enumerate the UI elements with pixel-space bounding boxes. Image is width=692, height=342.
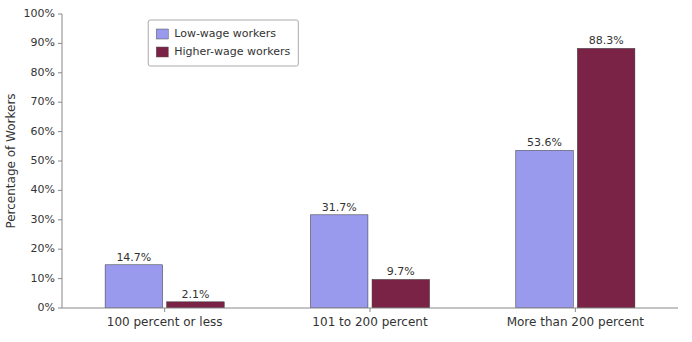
data-label: 53.6%	[527, 136, 562, 149]
x-tick	[164, 308, 165, 312]
bar	[167, 302, 224, 308]
y-tick-label: 0%	[38, 301, 55, 314]
x-tick-label: More than 200 percent	[507, 315, 645, 329]
bar	[372, 279, 429, 308]
y-tick-label: 100%	[24, 7, 55, 20]
legend-label: Low-wage workers	[174, 27, 276, 40]
legend-frame	[148, 20, 298, 66]
y-tick	[58, 161, 62, 162]
data-label: 9.7%	[387, 265, 415, 278]
bar	[310, 215, 367, 308]
y-tick	[58, 278, 62, 279]
data-label: 2.1%	[181, 288, 209, 301]
x-tick	[575, 308, 576, 312]
y-tick	[58, 219, 62, 220]
x-axis: 100 percent or less 101 to 200 percent Mor…	[107, 308, 645, 329]
bar	[105, 265, 162, 308]
y-tick	[58, 43, 62, 44]
y-tick	[58, 308, 62, 309]
y-tick	[58, 249, 62, 250]
y-tick-label: 20%	[31, 242, 55, 255]
y-tick-label: 90%	[31, 36, 55, 49]
legend-label: Higher-wage workers	[174, 45, 290, 58]
bars	[105, 48, 635, 308]
bar	[577, 48, 634, 308]
legend-swatch	[156, 29, 168, 39]
chart: 0% 10% 20% 30% 40% 50% 60% 70% 80% 90% 100% Percent…	[0, 0, 692, 342]
y-tick-label: 10%	[31, 272, 55, 285]
x-tick-label: 101 to 200 percent	[312, 315, 428, 329]
y-tick-label: 50%	[31, 154, 55, 167]
y-tick-label: 30%	[31, 213, 55, 226]
y-tick	[58, 14, 62, 15]
x-tick	[370, 308, 371, 312]
y-tick-label: 60%	[31, 125, 55, 138]
y-tick-label: 40%	[31, 183, 55, 196]
y-axis-line	[62, 14, 63, 308]
y-tick-label: 80%	[31, 66, 55, 79]
y-tick	[58, 72, 62, 73]
x-tick-label: 100 percent or less	[107, 315, 223, 329]
legend-swatch	[156, 47, 168, 57]
data-label: 31.7%	[322, 201, 357, 214]
legend: Low-wage workers Higher-wage workers	[148, 20, 298, 66]
y-tick	[58, 190, 62, 191]
y-tick	[58, 102, 62, 103]
y-tick	[58, 131, 62, 132]
y-axis-label: Percentage of Workers	[4, 93, 18, 228]
bar	[516, 150, 573, 308]
data-label: 14.7%	[116, 251, 151, 264]
y-axis: 0% 10% 20% 30% 40% 50% 60% 70% 80% 90% 100%	[24, 7, 62, 314]
data-labels: 14.7% 31.7% 53.6% 2.1% 9.7% 88.3%	[116, 34, 623, 300]
data-label: 88.3%	[589, 34, 624, 47]
y-tick-label: 70%	[31, 95, 55, 108]
